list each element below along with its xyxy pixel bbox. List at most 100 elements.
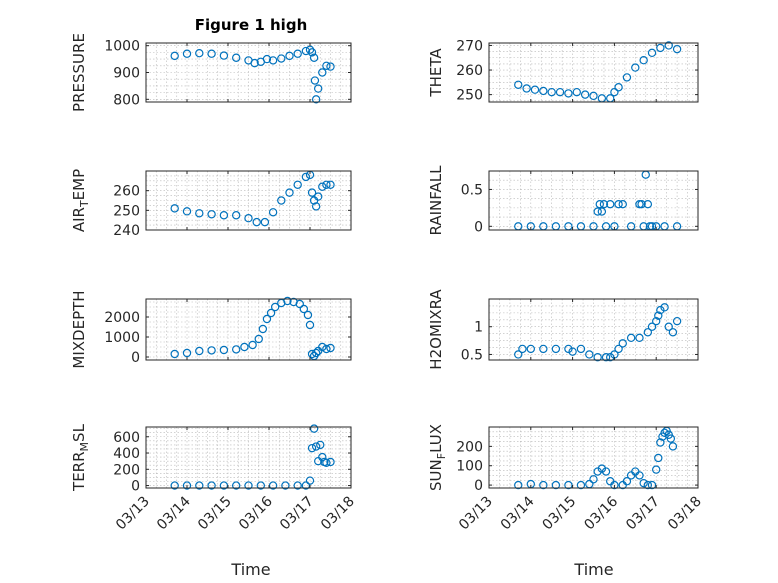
data-point: [635, 333, 644, 343]
subplot-5: 0 1000 2000 MIXDEPTH: [70, 290, 352, 369]
data-point: [572, 87, 581, 97]
data-point: [285, 51, 294, 61]
y-tick-label: 270: [456, 38, 483, 54]
data-point: [311, 348, 321, 358]
data-point: [539, 480, 548, 490]
y-tick-label: 200: [113, 462, 140, 478]
data-point: [539, 86, 548, 96]
x-tick-label: 03/13: [113, 494, 153, 534]
data-point: [314, 192, 323, 201]
data-point: [322, 458, 331, 467]
data-point: [256, 481, 265, 490]
data-point: [589, 91, 598, 101]
data-point: [597, 207, 607, 216]
data-point: [182, 49, 192, 58]
axes-box: [145, 170, 352, 231]
data-point: [262, 314, 272, 324]
data-point: [595, 199, 604, 209]
subplot-8: 0 100 200 03/13 03/14 03/15 03/16 03/17 03/18 SUN…: [427, 424, 705, 533]
data-point: [555, 87, 565, 97]
data-point: [252, 217, 261, 227]
data-point: [530, 85, 540, 94]
plot-area: [489, 427, 698, 488]
y-tick-label: 0: [474, 219, 483, 235]
data-point: [652, 316, 661, 326]
subplot-6: 0.5 1 H2OMIXRA: [427, 289, 699, 370]
y-tick-label: 250: [456, 88, 483, 104]
data-point: [299, 304, 309, 314]
data-point: [637, 199, 646, 209]
data-point: [270, 302, 280, 312]
x-tick-label: 03/17: [277, 494, 317, 534]
data-point: [305, 476, 315, 485]
data-point: [626, 333, 636, 343]
data-point: [170, 481, 179, 490]
data-point: [593, 207, 602, 216]
data-point: [301, 46, 311, 56]
data-point: [589, 475, 598, 484]
data-point: [647, 480, 657, 490]
data-point: [631, 63, 640, 72]
data-point: [576, 480, 586, 490]
y-tick-label: 0.5: [461, 347, 483, 363]
data-point: [231, 481, 241, 490]
data-point: [244, 213, 253, 223]
data-point: [207, 481, 216, 490]
data-point: [643, 199, 653, 209]
data-point: [295, 299, 304, 309]
data-point: [576, 344, 586, 354]
data-point: [599, 199, 609, 209]
data-point: [551, 344, 561, 354]
x-tick-label: 03/18: [318, 494, 358, 534]
data-point: [654, 311, 663, 320]
data-point: [654, 453, 663, 463]
subplot-2: 250 260 270 THETA: [427, 38, 699, 104]
data-point: [305, 45, 315, 54]
axes-box: [488, 426, 699, 489]
y-axis-label: MIXDEPTH: [70, 290, 88, 368]
data-point: [547, 87, 556, 97]
data-point: [293, 180, 302, 189]
data-point: [606, 353, 615, 362]
data-point: [610, 480, 619, 490]
data-point: [311, 442, 321, 451]
y-tick-label: 600: [113, 430, 140, 446]
data-point: [522, 84, 531, 93]
data-point: [314, 84, 323, 93]
x-tick-label: 03/14: [154, 493, 194, 533]
y-tick-label: 800: [113, 92, 140, 108]
data-point: [618, 339, 627, 348]
y-tick-label: 250: [113, 203, 140, 219]
data-point: [182, 481, 192, 490]
y-tick-label: 200: [456, 439, 483, 455]
y-axis-label: TERRMSL: [70, 423, 91, 492]
y-tick-label: 2000: [104, 310, 140, 326]
data-point: [660, 428, 669, 438]
data-point: [551, 480, 561, 490]
data-point: [610, 87, 619, 97]
data-point: [318, 182, 327, 191]
x-tick-label: 03/16: [236, 493, 276, 533]
y-axis-label: SUNFLUX: [427, 424, 448, 491]
data-point: [219, 345, 229, 355]
data-point: [322, 180, 331, 189]
y-axis-label: THETA: [427, 48, 445, 98]
axes-box: [488, 298, 699, 361]
y-tick-label: 400: [113, 446, 140, 462]
data-point: [268, 208, 278, 217]
data-point: [514, 350, 523, 359]
data-point: [244, 481, 253, 490]
data-point: [303, 310, 313, 320]
data-point: [277, 196, 286, 205]
data-point: [564, 480, 573, 490]
data-point: [170, 51, 179, 61]
data-point: [310, 76, 320, 85]
y-tick-label: 0: [131, 479, 140, 495]
x-tick-label: 03/13: [456, 494, 496, 534]
data-point: [254, 334, 263, 344]
data-point: [195, 48, 204, 58]
data-point: [231, 211, 241, 220]
